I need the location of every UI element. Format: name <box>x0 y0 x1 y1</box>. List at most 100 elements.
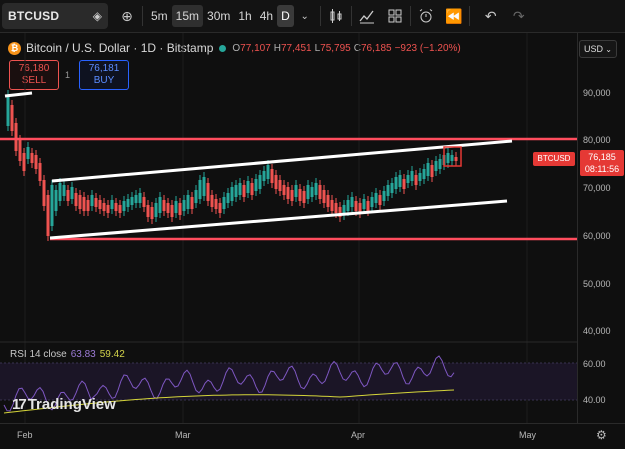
candle-body <box>70 187 74 199</box>
candle-body <box>314 183 318 195</box>
bar-countdown: 08:11:56 <box>584 164 620 174</box>
channel-lower-line <box>49 199 508 240</box>
candle-body <box>378 195 382 205</box>
candle-body <box>238 183 242 195</box>
candle-body <box>158 197 162 213</box>
candle-body <box>370 197 374 207</box>
candle-body <box>98 200 102 209</box>
currency-label: USD <box>584 44 604 54</box>
candle-body <box>122 201 126 211</box>
tradingview-wordmark: TradingView <box>27 396 116 413</box>
candle-body <box>434 161 438 171</box>
symbol-search[interactable]: BTCUSD ◈ <box>2 3 108 29</box>
candles-icon[interactable] <box>325 5 347 27</box>
candle-body <box>246 181 250 193</box>
rsi-value: 63.83 <box>70 349 96 360</box>
candle-body <box>138 193 142 203</box>
interval-5m[interactable]: 5m <box>151 9 168 23</box>
candle-body <box>394 177 398 189</box>
candle-body <box>130 197 134 205</box>
candle-body <box>438 159 442 169</box>
candle-body <box>110 200 114 209</box>
candle-body <box>358 203 362 213</box>
candle-body <box>190 197 194 209</box>
candle-body <box>62 185 66 196</box>
order-quantity[interactable]: 1 <box>65 70 71 80</box>
price-scale[interactable] <box>577 33 625 423</box>
candle-body <box>346 200 350 211</box>
candle-body <box>22 153 26 171</box>
chart-title[interactable]: Bitcoin / U.S. Dollar · 1D · Bitstamp <box>26 41 214 55</box>
rsi-ma-line <box>3 389 455 414</box>
currency-selector[interactable]: USD ⌄ <box>579 40 617 58</box>
candle-body <box>330 200 334 211</box>
chevron-down-icon[interactable]: ⌄ <box>300 10 309 22</box>
candle-body <box>222 197 226 209</box>
candle-body <box>282 185 286 195</box>
candle-body <box>166 203 170 213</box>
candle-body <box>78 195 82 209</box>
toolbar-divider <box>142 6 143 26</box>
candle-body <box>218 203 222 213</box>
market-open-indicator <box>219 44 227 52</box>
candle-body <box>42 180 46 206</box>
candle-body <box>26 147 30 159</box>
candle-body <box>290 190 294 201</box>
candle-body <box>210 195 214 207</box>
interval-30m[interactable]: 30m <box>207 9 231 23</box>
replay-icon[interactable]: ⏪ <box>445 7 463 24</box>
symbol-label: BTCUSD <box>8 9 60 23</box>
ohlc-low: L75,795 <box>314 42 351 54</box>
candle-body <box>182 200 186 211</box>
candle-body <box>338 207 342 217</box>
candle-body <box>10 105 14 131</box>
interval-15m[interactable]: 15m <box>171 5 204 27</box>
buy-button[interactable]: 76,181 BUY <box>79 60 129 90</box>
candle-body <box>334 203 338 213</box>
candle-body <box>286 187 290 199</box>
candle-body <box>310 187 314 197</box>
toolbar-divider <box>409 6 411 26</box>
tradingview-mark-icon: 17 <box>12 396 27 413</box>
buy-price: 76,181 <box>88 63 120 74</box>
rsi-title: RSI 14 close <box>10 349 67 360</box>
rsi-legend[interactable]: RSI 14 close 63.83 59.42 <box>10 349 125 360</box>
candle-body <box>298 189 302 201</box>
time-axis[interactable] <box>0 423 625 449</box>
sell-button[interactable]: 76,180 SELL <box>9 60 59 90</box>
tradingview-logo[interactable]: 17 TradingView <box>12 396 116 413</box>
candle-body <box>422 169 426 179</box>
candle-body <box>430 165 434 177</box>
indicators-icon[interactable] <box>356 5 378 27</box>
candle-body <box>18 140 22 161</box>
buy-label: BUY <box>93 75 115 86</box>
candle-body <box>38 163 42 181</box>
candle-body <box>174 201 178 213</box>
candle-body <box>426 163 430 176</box>
candle-body <box>266 165 270 179</box>
candle-body <box>250 183 254 195</box>
candle-body <box>446 153 450 163</box>
candle-body <box>6 95 10 126</box>
highlight-box <box>443 146 462 167</box>
rsi-scale-label: 60.00 <box>583 359 606 369</box>
candle-body <box>178 203 182 215</box>
price-chart[interactable] <box>0 33 577 423</box>
candle-body <box>154 203 158 217</box>
interval-d[interactable]: D <box>277 5 294 27</box>
last-price-tag: 76,185 08:11:56 <box>580 150 624 176</box>
layout-grid-icon[interactable] <box>384 5 406 27</box>
rsi-line <box>3 355 455 412</box>
candle-body <box>306 185 310 199</box>
redo-icon[interactable]: ↷ <box>512 7 525 24</box>
toolbar-divider <box>319 6 321 26</box>
add-symbol-icon[interactable]: ⊕ <box>121 7 133 24</box>
interval-1h[interactable]: 1h <box>238 9 252 23</box>
interval-4h[interactable]: 4h <box>259 9 274 23</box>
gear-icon[interactable]: ⚙ <box>596 428 607 442</box>
candle-body <box>226 193 230 203</box>
sell-label: SELL <box>21 75 47 86</box>
alert-icon[interactable] <box>415 5 437 27</box>
candle-body <box>206 183 210 201</box>
undo-icon[interactable]: ↶ <box>484 7 497 24</box>
